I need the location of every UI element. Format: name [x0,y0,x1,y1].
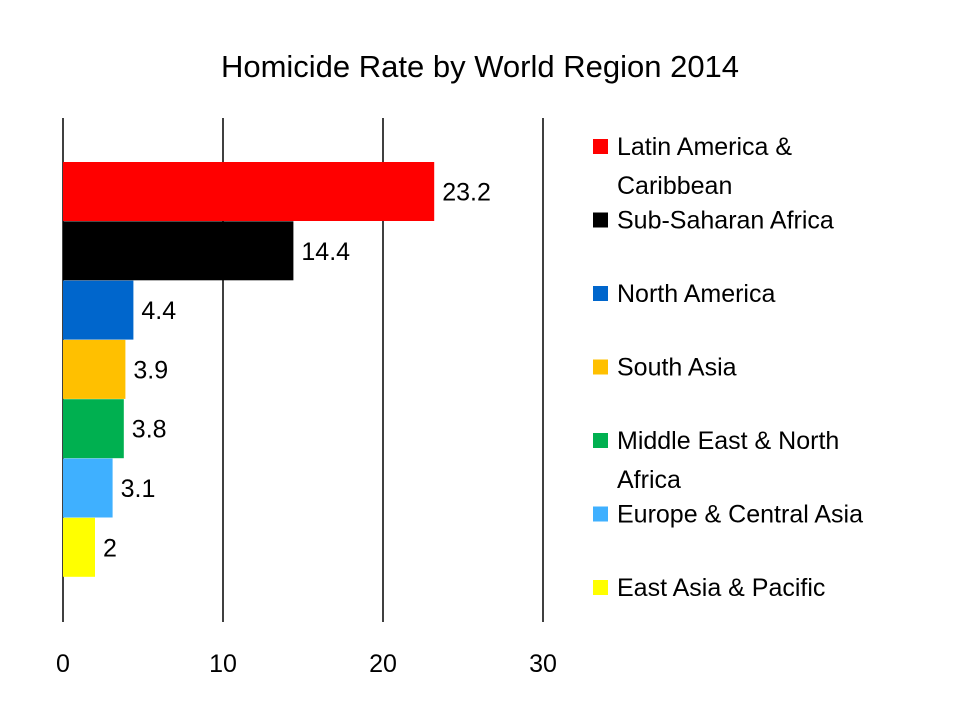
bar [63,458,113,518]
bar [63,339,126,399]
chart-title: Homicide Rate by World Region 2014 [221,49,739,84]
bar [63,517,95,577]
legend-label: Europe & Central Asia [617,501,863,529]
legend-swatch [593,359,608,375]
legend-swatch [593,139,608,154]
x-axis-ticks: 0 10 20 30 [56,650,557,678]
legend-label: North America [617,280,775,308]
legend-label: Middle East & North [617,427,839,455]
data-label: 14.4 [301,238,350,266]
legend-swatch [593,506,608,522]
x-tick-label: 0 [56,650,70,678]
legend-label: Africa [617,466,681,494]
data-labels: 23.2 14.4 4.4 3.9 3.8 3.1 2 [103,179,491,563]
legend-label: Caribbean [617,172,732,200]
legend: Latin America & Caribbean Sub-Saharan Afri… [593,133,863,602]
bar [63,221,294,281]
data-label: 3.8 [132,416,167,444]
legend-swatch [593,433,608,448]
bar [63,399,124,459]
bar [63,162,435,221]
data-label: 3.9 [133,356,168,384]
legend-swatch [593,580,608,595]
x-tick-label: 30 [529,650,557,678]
bars [63,162,435,577]
legend-label: Sub-Saharan Africa [617,207,834,235]
legend-swatch [593,212,608,228]
legend-label: East Asia & Pacific [617,574,825,602]
data-label: 3.1 [121,475,156,503]
x-tick-label: 20 [369,650,397,678]
data-label: 2 [103,534,117,562]
x-tick-label: 10 [209,650,237,678]
legend-label: South Asia [617,354,737,382]
legend-label: Latin America & [617,133,792,161]
data-label: 4.4 [141,297,176,325]
bar [63,280,134,340]
legend-swatch [593,286,608,301]
data-label: 23.2 [442,179,491,207]
